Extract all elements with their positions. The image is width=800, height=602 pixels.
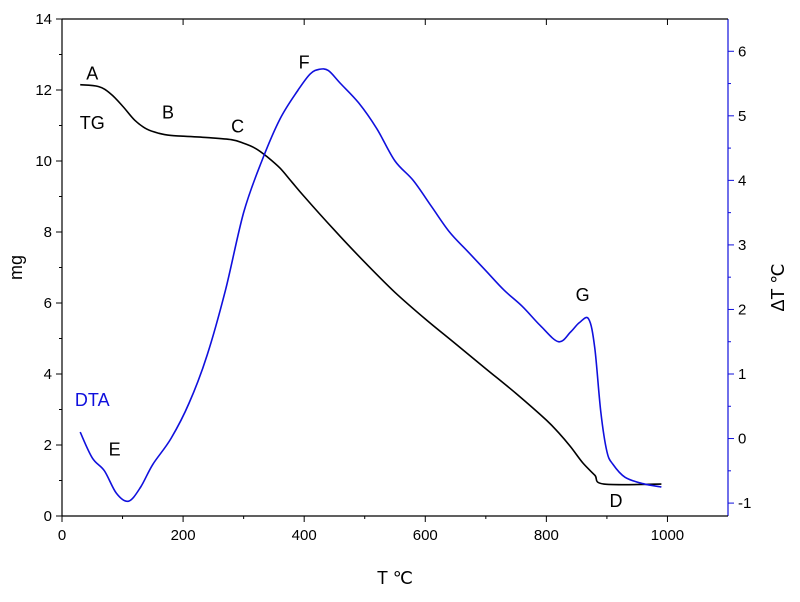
annotation-c: C bbox=[231, 117, 244, 137]
series-line-dta bbox=[79, 68, 662, 503]
y-tick-label: 6 bbox=[44, 295, 52, 312]
y2-tick-label: 0 bbox=[738, 431, 746, 448]
annotation-b: B bbox=[162, 102, 174, 122]
y-tick-label: 0 bbox=[44, 508, 52, 525]
y-tick-label: 12 bbox=[35, 82, 52, 99]
annotation-e: E bbox=[109, 440, 121, 460]
y2-axis-title: ΔT ℃ bbox=[768, 264, 788, 312]
y2-tick-label: 2 bbox=[738, 301, 746, 318]
annotation-f: F bbox=[299, 53, 310, 73]
y2-tick-label: 6 bbox=[738, 43, 746, 60]
series-group bbox=[79, 68, 662, 503]
series-line-tg bbox=[80, 83, 662, 486]
y-tick-label: 14 bbox=[35, 11, 52, 28]
y2-ticks: -1 0 1 2 3 4 5 6 bbox=[728, 43, 751, 512]
y2-tick-label: 5 bbox=[738, 108, 746, 125]
annotation-d: D bbox=[609, 491, 622, 511]
annotation-a: A bbox=[86, 63, 98, 83]
annotations: A B C TG D DTA E F G bbox=[75, 53, 623, 511]
axes bbox=[61, 18, 729, 517]
x-tick-label: 0 bbox=[58, 527, 66, 544]
y2-tick-label: -1 bbox=[738, 495, 751, 512]
annotation-tg: TG bbox=[80, 113, 105, 133]
x-tick-label: 400 bbox=[292, 527, 317, 544]
y2-tick-label: 1 bbox=[738, 366, 746, 383]
annotation-g: G bbox=[576, 285, 590, 305]
annotation-dta: DTA bbox=[75, 390, 110, 410]
x-ticks: 0 200 400 600 800 1000 bbox=[58, 19, 684, 544]
y2-tick-label: 4 bbox=[738, 172, 746, 189]
y-ticks: 0 2 4 6 8 10 12 14 bbox=[35, 11, 62, 525]
y-axis-title: mg bbox=[6, 255, 26, 280]
y2-tick-label: 3 bbox=[738, 237, 746, 254]
x-tick-label: 1000 bbox=[651, 527, 684, 544]
x-tick-label: 800 bbox=[534, 527, 559, 544]
x-axis-title: T ℃ bbox=[377, 568, 413, 588]
y-tick-label: 8 bbox=[44, 224, 52, 241]
x-tick-label: 200 bbox=[171, 527, 196, 544]
x-tick-label: 600 bbox=[413, 527, 438, 544]
y-tick-label: 2 bbox=[44, 437, 52, 454]
y-tick-label: 4 bbox=[44, 366, 52, 383]
y-tick-label: 10 bbox=[35, 153, 52, 170]
